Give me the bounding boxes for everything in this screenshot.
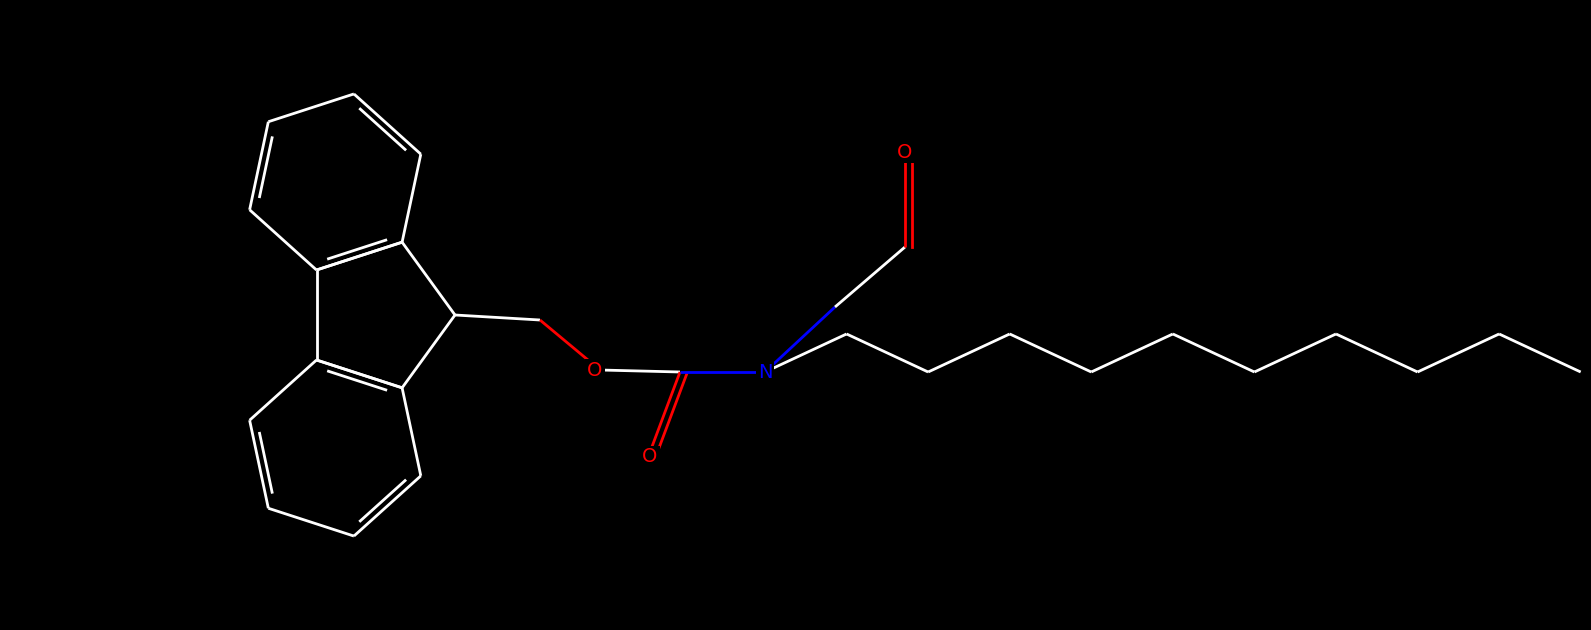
Text: O: O	[897, 142, 913, 161]
Text: O: O	[643, 447, 657, 466]
Text: N: N	[757, 362, 772, 382]
Text: O: O	[587, 360, 603, 379]
